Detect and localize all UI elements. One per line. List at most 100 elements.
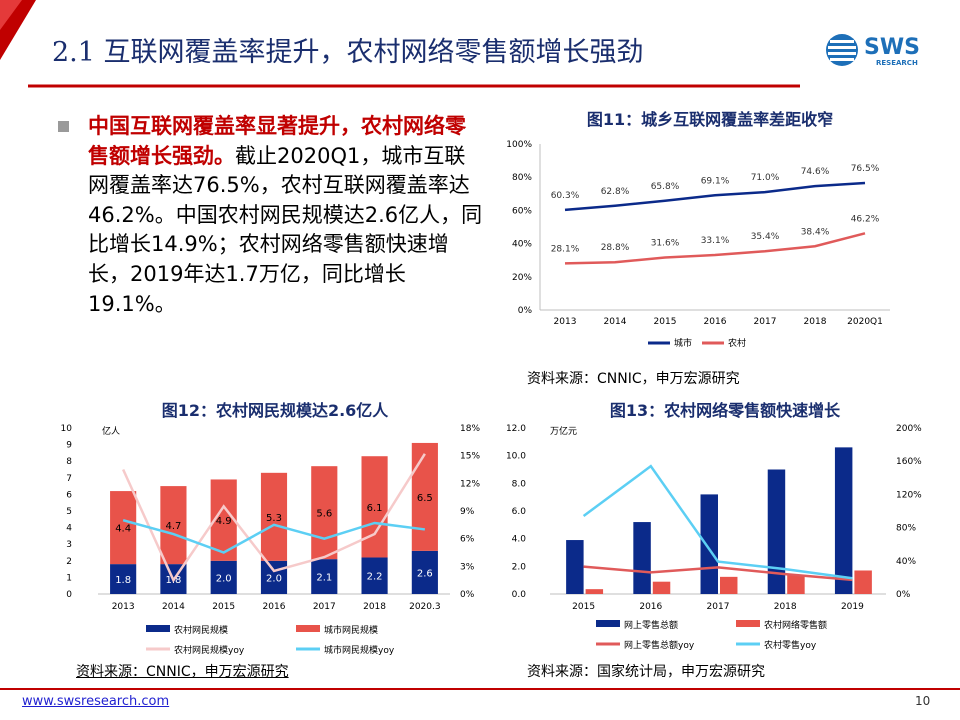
y-tick-label: 10.0 — [506, 452, 526, 462]
x-tick-label: 2013 — [112, 602, 135, 612]
legend-label: 农村网民规模yoy — [174, 644, 245, 656]
footer-divider — [0, 688, 960, 690]
data-label: 28.1% — [551, 244, 580, 254]
y-tick-label: 4.0 — [512, 535, 527, 545]
legend-label: 网上零售总额 — [624, 619, 678, 631]
bar-label: 6.1 — [367, 503, 383, 514]
y-tick-label: 10 — [61, 424, 73, 434]
y-tick-label: 80% — [512, 173, 532, 183]
x-tick-label: 2017 — [707, 602, 730, 612]
y-tick-label: 100% — [506, 140, 532, 150]
legend-label: 城市网民规模yoy — [324, 644, 395, 656]
bar-label: 2.0 — [216, 573, 232, 584]
x-tick-label: 2015 — [212, 602, 235, 612]
y-tick-label: 3 — [66, 540, 72, 550]
logo-subtext: RESEARCH — [876, 59, 918, 67]
bar---2018 — [361, 456, 388, 558]
y2-tick-label: 3% — [460, 562, 475, 572]
y2-tick-label: 40% — [896, 557, 916, 567]
y-tick-label: 0 — [66, 590, 72, 600]
legend-swatch — [596, 620, 620, 627]
bar-label: 5.3 — [266, 513, 282, 524]
y-tick-label: 2.0 — [512, 562, 527, 572]
x-tick-label: 2014 — [162, 602, 185, 612]
data-label: 65.8% — [651, 182, 680, 192]
y2-tick-label: 6% — [460, 535, 475, 545]
bar---2016 — [633, 522, 651, 594]
bar---2013 — [110, 491, 137, 565]
bar---2016 — [652, 581, 671, 594]
legend-swatch — [146, 625, 170, 632]
x-tick-label: 2016 — [704, 317, 727, 327]
data-label: 60.3% — [551, 191, 580, 201]
x-tick-label: 2017 — [313, 602, 336, 612]
sws-logo: SWS RESEARCH — [826, 34, 920, 67]
footer-url-link[interactable]: www.swsresearch.com — [22, 694, 170, 709]
y2-tick-label: 80% — [896, 524, 916, 534]
bar-label: 4.9 — [216, 516, 232, 527]
x-tick-label: 2014 — [604, 317, 627, 327]
bar---2018 — [787, 575, 805, 594]
fig11-title: 图11：城乡互联网覆盖率差距收窄 — [586, 110, 834, 129]
bar---2018 — [767, 469, 786, 594]
bar---2017 — [311, 559, 338, 594]
bullet-marker — [58, 121, 69, 132]
bar-label: 4.4 — [115, 524, 131, 535]
x-tick-label: 2015 — [654, 317, 677, 327]
y-tick-label: 4 — [66, 524, 72, 534]
fig13-source: 资料来源：国家统计局，申万宏源研究 — [527, 664, 765, 680]
y-tick-label: 0% — [518, 306, 533, 316]
legend-swatch — [736, 620, 760, 627]
y-tick-label: 40% — [512, 240, 532, 250]
page-number: 10 — [915, 694, 931, 708]
data-label: 74.6% — [801, 167, 830, 177]
bar---2019 — [834, 447, 853, 594]
fig11-line-chart: 0% 20% 40% 60% 80% 100% 2013 2014 2015 2016 2017 20… — [506, 140, 890, 349]
bar-label: 5.6 — [316, 509, 332, 520]
fig12-source: 资料来源：CNNIC，申万宏源研究 — [76, 664, 289, 680]
legend-label: 农村零售yoy — [764, 639, 817, 651]
y2-tick-label: 200% — [896, 424, 922, 434]
y-tick-label: 8.0 — [512, 479, 527, 489]
data-label: 35.4% — [751, 232, 780, 242]
bar---2018 — [361, 557, 388, 594]
y-tick-label: 6.0 — [512, 507, 527, 517]
x-tick-label: 2016 — [263, 602, 286, 612]
bar---2019 — [854, 570, 872, 594]
bar-label: 2.6 — [417, 568, 433, 579]
data-label: 62.8% — [601, 187, 630, 197]
bar---2013 — [110, 564, 137, 594]
bar---2014 — [160, 486, 187, 565]
y-tick-label: 6 — [66, 490, 72, 500]
y-tick-label: 7 — [66, 474, 72, 484]
data-label: 71.0% — [751, 173, 780, 183]
bar---2016 — [260, 472, 288, 561]
data-label: 33.1% — [701, 236, 730, 246]
data-label: 76.5% — [851, 164, 880, 174]
legend-label: 农村网络零售额 — [764, 619, 827, 631]
data-label: 46.2% — [851, 214, 880, 224]
y-tick-label: 8 — [66, 457, 72, 467]
bar---2020.3 — [411, 550, 438, 594]
y-tick-label: 20% — [512, 273, 532, 283]
bar-label: 2.1 — [316, 573, 332, 584]
bullet-body: 截止2020Q1，城市互联网覆盖率达76.5%，农村互联网覆盖率达46.2%。中… — [88, 143, 483, 316]
y2-tick-label: 120% — [896, 490, 922, 500]
fig13-title: 图13：农村网络零售额快速增长 — [609, 401, 841, 420]
x-tick-label: 2018 — [774, 602, 797, 612]
x-tick-label: 2018 — [363, 602, 386, 612]
data-label: 31.6% — [651, 239, 680, 249]
bullet-text: 中国互联网覆盖率显著提升，农村网络零售额增长强劲。截止2020Q1，城市互联网覆… — [88, 112, 486, 319]
legend-label: 城市 — [674, 337, 692, 349]
bar---2017 — [700, 494, 718, 594]
y-tick-label: 2 — [66, 557, 72, 567]
x-tick-label: 2018 — [804, 317, 827, 327]
bar-label: 1.8 — [115, 575, 131, 586]
series-line--yoy — [122, 519, 426, 554]
bar---2017 — [720, 576, 738, 594]
data-label: 69.1% — [701, 176, 730, 186]
logo-text: SWS — [864, 35, 920, 60]
y2-tick-label: 0% — [896, 590, 911, 600]
legend-label: 城市网民规模 — [324, 624, 378, 636]
header-bar — [0, 0, 800, 88]
